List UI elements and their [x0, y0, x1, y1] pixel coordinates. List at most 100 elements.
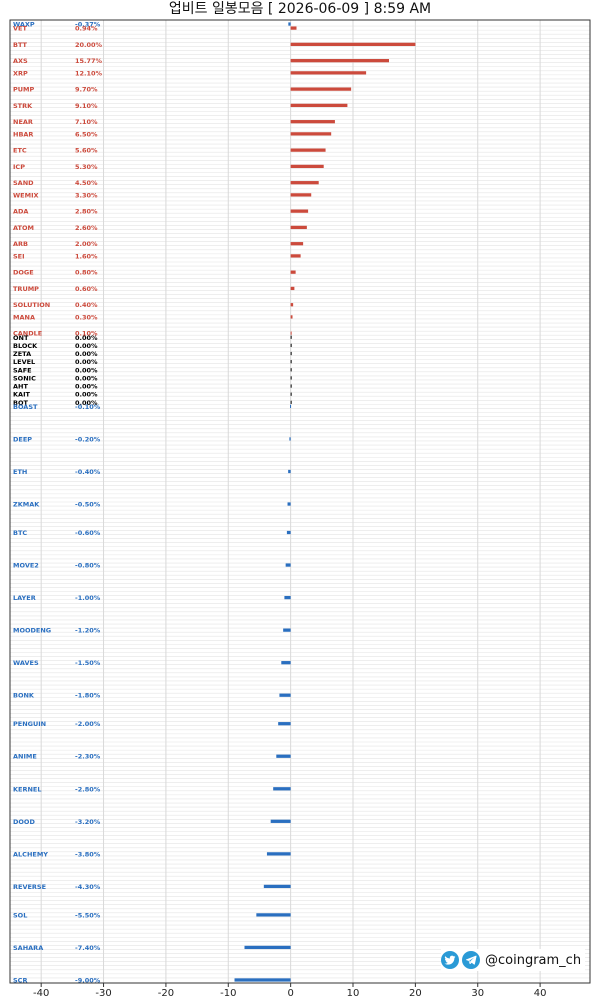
bar	[270, 819, 291, 823]
row-label-change: 9.70%	[75, 86, 98, 94]
bar	[281, 661, 291, 665]
x-tick-label: 20	[409, 988, 422, 999]
bar	[290, 331, 292, 335]
bar	[290, 368, 292, 372]
horizontal-gridlines	[10, 25, 590, 979]
row-label-change: 15.77%	[75, 57, 103, 65]
x-tick-label: 40	[534, 988, 547, 999]
row-label-name: WAVES	[13, 659, 39, 667]
bar	[290, 335, 292, 339]
row-label-change: 12.10%	[75, 69, 103, 77]
row-label-change: 0.10%	[75, 330, 98, 338]
row-label-name: ALCHEMY	[13, 850, 48, 858]
row-label-name: AHT	[13, 383, 28, 391]
bar	[290, 360, 292, 364]
row-label-name: BTT	[13, 41, 28, 49]
row-label-change: -0.60%	[75, 529, 101, 537]
row-label-change: -1.00%	[75, 594, 101, 602]
x-tick-label: -20	[158, 988, 174, 999]
row-label-change: -0.20%	[75, 435, 101, 443]
bar	[290, 59, 389, 63]
row-label-change: 2.00%	[75, 240, 98, 248]
bar	[288, 22, 291, 26]
row-label-change: -3.20%	[75, 818, 101, 826]
bar	[289, 437, 291, 441]
row-label-change: -0.40%	[75, 468, 101, 476]
bar	[290, 26, 297, 30]
brand-handle: @coingram_ch	[485, 952, 582, 968]
row-label-name: MOODENG	[13, 627, 51, 635]
row-label-name: SOL	[13, 911, 27, 919]
row-label-change: -0.50%	[75, 501, 101, 509]
bar	[290, 103, 348, 108]
bar	[286, 530, 291, 535]
row-label-change: -2.30%	[75, 753, 101, 761]
row-label-name: SAND	[13, 179, 34, 187]
bar	[290, 225, 307, 230]
row-label-name: KERNEL	[13, 785, 42, 793]
row-label-change: 0.00%	[75, 350, 98, 358]
bar	[290, 193, 312, 197]
row-label-name: SEI	[13, 252, 25, 260]
x-axis-ticks: -40 -30 -20 -10 0 10 20 30 40	[33, 983, 546, 999]
x-tick-label: 0	[287, 988, 293, 999]
bar	[290, 400, 292, 404]
row-label-name: SOLUTION	[13, 301, 50, 309]
row-label-name: ICP	[13, 163, 25, 171]
row-label-name: REVERSE	[13, 883, 46, 891]
row-label-change: -1.20%	[75, 627, 101, 635]
row-label-name: ADA	[13, 208, 28, 216]
row-label-name: BONK	[13, 692, 35, 700]
bar	[279, 693, 291, 697]
bar	[290, 343, 292, 348]
row-label-name: LEVEL	[13, 358, 35, 366]
bar	[290, 181, 319, 185]
row-label-change: 3.30%	[75, 191, 98, 199]
row-label-name: BOAST	[13, 403, 38, 411]
bar	[256, 913, 291, 917]
bar	[290, 242, 304, 246]
bar	[266, 852, 291, 856]
bar	[290, 351, 292, 356]
row-label-name: ZETA	[13, 350, 31, 358]
row-label-name: ONT	[13, 334, 29, 342]
row-label-change: 6.50%	[75, 130, 98, 138]
bar	[290, 376, 292, 380]
row-label-change: -1.50%	[75, 659, 101, 667]
row-label-change: 7.10%	[75, 118, 98, 126]
row-label-change: -2.80%	[75, 785, 101, 793]
row-label-change: 9.10%	[75, 102, 98, 110]
row-label-change: 0.80%	[75, 269, 98, 277]
x-tick-label: 30	[471, 988, 484, 999]
bar	[290, 404, 292, 409]
x-tick-label: -30	[95, 988, 111, 999]
bar	[276, 754, 291, 758]
telegram-icon	[462, 951, 480, 969]
row-label-change: -2.00%	[75, 720, 101, 728]
row-label-name: SAFE	[13, 366, 32, 374]
row-label-change: 2.80%	[75, 208, 98, 216]
row-label-name: AXS	[13, 57, 28, 65]
row-label-name: BOT	[13, 399, 28, 407]
row-label-name: PUMP	[13, 86, 35, 94]
x-tick-label: 10	[347, 988, 360, 999]
plot-frame	[9, 19, 591, 984]
row-label-change: 0.40%	[75, 301, 98, 309]
bar	[290, 315, 293, 319]
row-label-name: STRK	[13, 102, 33, 110]
row-label-name: SCR	[13, 976, 27, 984]
row-label-name: WAXP	[13, 21, 35, 29]
row-label-change: 0.00%	[75, 383, 98, 391]
bar	[290, 42, 416, 46]
bar	[244, 945, 291, 950]
bar	[288, 469, 291, 474]
row-label-change: -7.40%	[75, 944, 101, 952]
x-tick-label: -40	[33, 988, 49, 999]
bar	[290, 286, 295, 291]
row-label-name: ETH	[13, 468, 27, 476]
row-label-name: ZKMAK	[13, 501, 40, 509]
row-label-name: WEMIX	[13, 191, 39, 199]
row-label-change: 20.00%	[75, 41, 103, 49]
row-label-change: -4.30%	[75, 883, 101, 891]
